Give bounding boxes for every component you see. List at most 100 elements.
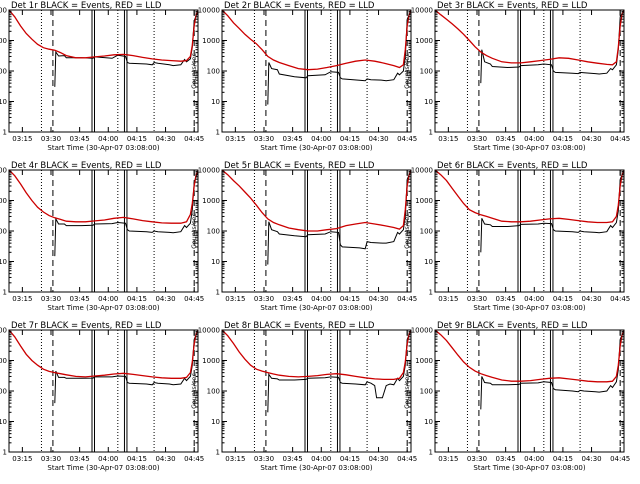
y-tick-label: 10 [424, 258, 433, 266]
y-tick-label: 10 [0, 98, 7, 106]
y-tick-label: 10000 [411, 7, 433, 15]
y-tick-label: 10 [211, 418, 220, 426]
y-tick-label: 10000 [198, 167, 220, 175]
y-tick-label: 100 [0, 68, 7, 76]
y-tick-label: 1 [3, 449, 7, 457]
y-tick-label: 10000 [198, 327, 220, 335]
series-lld-line [434, 329, 625, 383]
y-tick-label: 10000 [0, 167, 7, 175]
y-axis-label: Counts/sec [403, 213, 411, 249]
series-events-line [480, 10, 625, 84]
series-events-line [267, 330, 412, 413]
x-axis-label: Start Time (30-Apr-07 03:08:00) [473, 304, 585, 312]
x-tick-label: 04:45 [397, 455, 417, 463]
x-tick-label: 04:30 [581, 135, 601, 143]
y-tick-label: 1000 [415, 197, 433, 205]
x-tick-label: 04:00 [524, 295, 544, 303]
y-tick-label: 1 [429, 129, 433, 137]
x-axis-label: Start Time (30-Apr-07 03:08:00) [473, 464, 585, 472]
plot-frame [8, 329, 199, 453]
y-tick-label: 1000 [415, 37, 433, 45]
series-lld-line [221, 329, 412, 381]
plot-frame [434, 329, 625, 453]
panel-title: Det 3r BLACK = Events, RED = LLD [437, 1, 588, 11]
x-axis-label: Start Time (30-Apr-07 03:08:00) [260, 464, 372, 472]
y-tick-label: 1 [429, 449, 433, 457]
series-lld-line [221, 169, 412, 232]
x-tick-label: 03:15 [225, 295, 245, 303]
plot-frame [221, 9, 412, 133]
x-tick-label: 03:15 [438, 295, 458, 303]
x-tick-label: 04:15 [340, 455, 360, 463]
x-tick-label: 04:30 [581, 295, 601, 303]
x-tick-label: 04:45 [184, 135, 204, 143]
x-tick-label: 04:15 [340, 135, 360, 143]
series-events-line [54, 330, 199, 404]
x-tick-label: 03:15 [12, 455, 32, 463]
x-tick-label: 03:15 [438, 135, 458, 143]
panel-title: Det 2r BLACK = Events, RED = LLD [224, 1, 375, 11]
y-tick-label: 1000 [0, 37, 7, 45]
y-tick-label: 10 [0, 418, 7, 426]
y-tick-label: 10 [424, 418, 433, 426]
series-events-line [480, 330, 625, 410]
x-tick-label: 04:45 [397, 135, 417, 143]
y-tick-label: 1 [216, 129, 220, 137]
x-tick-label: 03:45 [283, 135, 303, 143]
x-tick-label: 04:45 [184, 455, 204, 463]
x-tick-label: 04:15 [553, 455, 573, 463]
y-tick-label: 1000 [202, 197, 220, 205]
y-tick-label: 10000 [198, 7, 220, 15]
x-tick-label: 03:45 [496, 135, 516, 143]
panel-title: Det 4r BLACK = Events, RED = LLD [11, 161, 162, 171]
plot-frame [221, 329, 412, 453]
y-axis-label: Counts/sec [190, 213, 198, 249]
y-tick-label: 100 [207, 388, 220, 396]
y-tick-label: 100 [420, 388, 433, 396]
x-tick-label: 03:45 [496, 455, 516, 463]
x-tick-label: 03:15 [438, 455, 458, 463]
y-tick-label: 1000 [0, 197, 7, 205]
x-tick-label: 04:15 [127, 455, 147, 463]
x-tick-label: 03:15 [225, 455, 245, 463]
x-tick-label: 03:15 [12, 135, 32, 143]
series-lld-line [434, 9, 625, 66]
y-axis-label: Counts/sec [190, 373, 198, 409]
x-axis-label: Start Time (30-Apr-07 03:08:00) [260, 304, 372, 312]
series-events-line [54, 11, 199, 87]
y-tick-label: 1 [3, 129, 7, 137]
x-tick-label: 04:30 [368, 455, 388, 463]
plot-frame [434, 169, 625, 293]
y-tick-label: 1 [3, 289, 7, 297]
x-tick-label: 03:30 [254, 455, 274, 463]
x-tick-label: 03:30 [467, 135, 487, 143]
x-tick-label: 04:00 [524, 455, 544, 463]
y-tick-label: 10 [211, 98, 220, 106]
x-tick-label: 04:45 [184, 295, 204, 303]
x-tick-label: 04:30 [155, 455, 175, 463]
panel-5: Det 5r BLACK = Events, RED = LLD 1 10 100 10… [190, 161, 417, 312]
x-tick-label: 04:00 [311, 455, 331, 463]
y-tick-label: 100 [420, 68, 433, 76]
y-tick-label: 10 [0, 258, 7, 266]
x-tick-label: 04:45 [610, 135, 630, 143]
x-tick-label: 03:45 [70, 455, 90, 463]
x-tick-label: 03:15 [225, 135, 245, 143]
x-tick-label: 04:30 [581, 455, 601, 463]
series-lld-line [221, 9, 412, 71]
panel-title: Det 1r BLACK = Events, RED = LLD [11, 1, 162, 11]
y-tick-label: 100 [207, 228, 220, 236]
x-tick-label: 03:45 [496, 295, 516, 303]
x-tick-label: 04:30 [155, 295, 175, 303]
x-tick-label: 04:45 [610, 455, 630, 463]
x-tick-label: 03:45 [70, 135, 90, 143]
y-tick-label: 10000 [411, 327, 433, 335]
panel-title: Det 7r BLACK = Events, RED = LLD [11, 321, 162, 331]
y-tick-label: 100 [0, 388, 7, 396]
panel-title: Det 5r BLACK = Events, RED = LLD [224, 161, 375, 171]
x-tick-label: 03:45 [70, 295, 90, 303]
y-tick-label: 1000 [415, 357, 433, 365]
panel-8: Det 8r BLACK = Events, RED = LLD 1 10 100 10… [190, 321, 417, 472]
plot-frame [8, 9, 199, 133]
x-tick-label: 04:00 [524, 135, 544, 143]
